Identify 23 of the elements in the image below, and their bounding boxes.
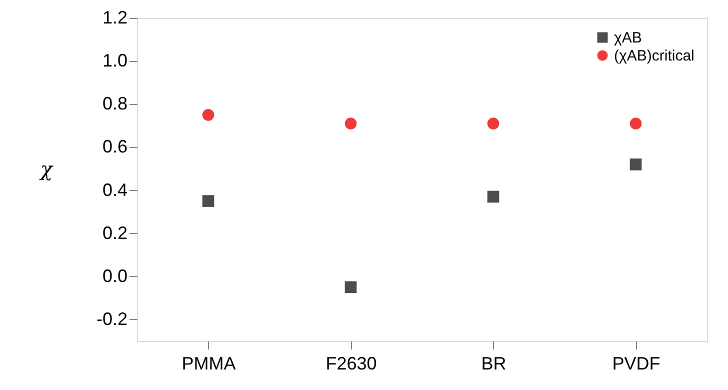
point [202, 108, 214, 121]
point [344, 281, 357, 294]
y-tick-label: 0.6 [102, 136, 128, 157]
point [630, 118, 642, 130]
y-tick-label: 0.8 [102, 94, 128, 114]
y-tick-label: 0.4 [102, 180, 128, 200]
y-tick-label: 0.0 [102, 266, 128, 286]
y-tick-label: 0.2 [102, 222, 128, 243]
x-tick-label: BR [481, 354, 506, 374]
point [202, 195, 214, 207]
legend-label: χAB [614, 30, 642, 46]
y-tick-label: 1.2 [102, 8, 128, 28]
y-axis-title: χ [38, 157, 54, 181]
legend-label: (χAB)critical [614, 48, 694, 64]
point [487, 190, 500, 203]
point [344, 118, 357, 130]
x-tick-label: F2630 [326, 354, 377, 374]
point [630, 158, 642, 170]
point [487, 118, 500, 130]
y-tick-label: 1.0 [102, 50, 128, 71]
y-tick-label: -0.2 [96, 308, 128, 329]
x-tick-label: PVDF [612, 354, 660, 374]
x-tick-label: PMMA [182, 354, 236, 374]
